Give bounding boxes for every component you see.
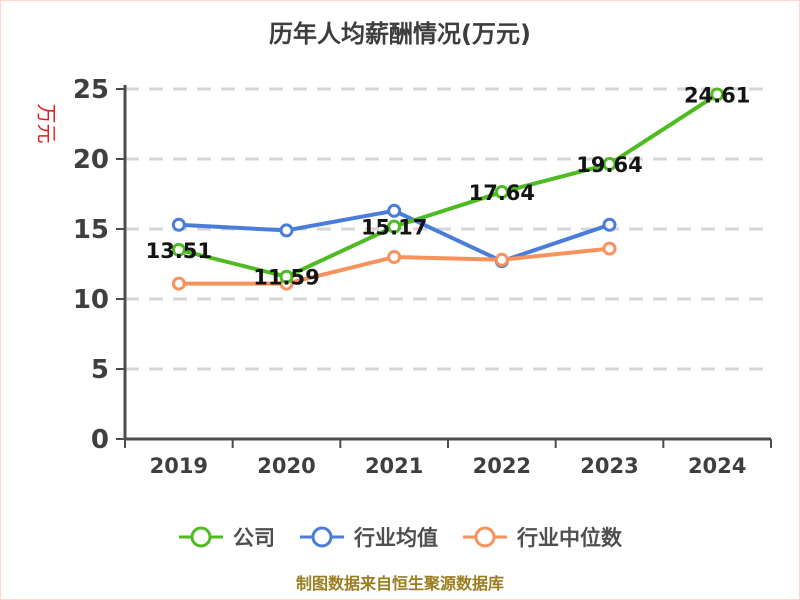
legend-marker-company-icon (179, 526, 223, 548)
y-tick-label: 0 (91, 425, 109, 455)
data-point-series-1 (279, 223, 294, 238)
data-point-series-0 (710, 87, 725, 102)
y-tick-label: 5 (91, 355, 109, 385)
chart-legend: 公司 行业均值 行业中位数 (1, 522, 799, 552)
x-tick-label: 2021 (365, 454, 423, 478)
legend-item-company[interactable]: 公司 (178, 522, 275, 552)
data-point-series-1 (171, 217, 186, 232)
y-tick-label: 10 (73, 285, 109, 315)
data-point-series-2 (387, 250, 402, 264)
legend-item-industry-mean[interactable]: 行业均值 (299, 522, 438, 552)
data-point-series-2 (171, 276, 186, 291)
data-label: 19.64 (576, 153, 642, 177)
data-point-series-1 (387, 203, 402, 218)
data-label: 17.64 (469, 181, 535, 205)
data-point-series-0 (602, 157, 617, 172)
y-tick-label: 15 (73, 215, 109, 245)
legend-marker-industry-mean-icon (300, 526, 344, 548)
x-tick-label: 2024 (688, 454, 746, 478)
x-tick-label: 2019 (150, 454, 208, 478)
data-label: 11.59 (253, 266, 319, 290)
legend-item-industry-median[interactable]: 行业中位数 (462, 522, 622, 552)
y-tick-label: 20 (73, 145, 109, 175)
data-point-series-0 (494, 185, 509, 200)
x-tick-label: 2022 (473, 454, 531, 478)
data-point-series-0 (279, 269, 294, 284)
legend-label-industry-median: 行业中位数 (517, 526, 622, 550)
legend-marker-industry-median-icon (463, 526, 507, 548)
legend-label-company: 公司 (233, 526, 275, 550)
data-point-series-0 (387, 219, 402, 234)
x-tick-label: 2023 (580, 454, 638, 478)
data-point-series-1 (602, 217, 617, 232)
data-label: 13.51 (146, 239, 212, 263)
y-tick-label: 25 (73, 75, 109, 105)
chart-title: 历年人均薪酬情况(万元) (269, 20, 531, 48)
data-point-series-2 (494, 252, 509, 267)
legend-label-industry-mean: 行业均值 (354, 526, 438, 550)
series-line-0 (176, 92, 720, 279)
data-label: 15.17 (361, 216, 427, 240)
data-point-series-2 (602, 241, 617, 256)
data-source-note: 制图数据来自恒生聚源数据库 (295, 574, 504, 593)
data-point-series-0 (171, 242, 186, 257)
x-tick-label: 2020 (257, 454, 315, 478)
data-label: 24.61 (684, 83, 750, 107)
